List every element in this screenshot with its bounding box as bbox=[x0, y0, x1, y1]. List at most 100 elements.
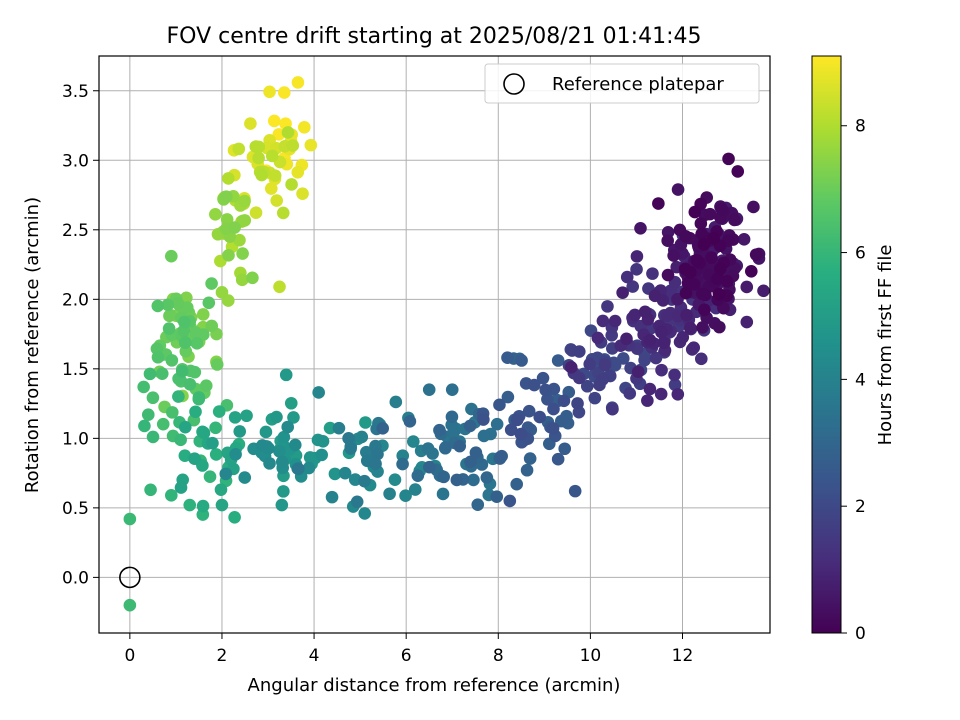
data-point bbox=[123, 598, 137, 612]
data-point bbox=[657, 336, 671, 350]
data-point bbox=[359, 416, 372, 429]
data-point bbox=[178, 420, 192, 434]
data-point bbox=[547, 402, 560, 416]
data-point bbox=[560, 409, 573, 423]
data-point bbox=[477, 413, 490, 426]
y-tick-label: 1.0 bbox=[62, 429, 89, 449]
data-point bbox=[490, 417, 504, 431]
data-point bbox=[445, 383, 459, 396]
data-point bbox=[151, 299, 165, 313]
data-point bbox=[711, 272, 724, 285]
data-point bbox=[558, 442, 572, 456]
data-points bbox=[123, 76, 770, 612]
data-point bbox=[668, 378, 682, 392]
data-point bbox=[197, 426, 211, 440]
data-point bbox=[688, 205, 702, 219]
data-point bbox=[557, 394, 571, 408]
data-point bbox=[188, 365, 202, 379]
data-point bbox=[178, 315, 191, 329]
data-point bbox=[233, 233, 246, 247]
data-point bbox=[654, 387, 668, 401]
data-point bbox=[270, 410, 283, 424]
data-point bbox=[713, 320, 726, 334]
plot-frame bbox=[98, 55, 771, 634]
data-point bbox=[608, 358, 622, 372]
data-point bbox=[181, 301, 194, 314]
y-tick-label: 1.5 bbox=[62, 360, 89, 380]
data-point bbox=[161, 298, 175, 312]
data-point bbox=[439, 441, 452, 454]
data-point bbox=[219, 467, 233, 481]
data-point bbox=[275, 455, 289, 469]
data-point bbox=[238, 194, 251, 208]
data-point bbox=[151, 350, 165, 364]
data-point bbox=[287, 411, 300, 424]
data-point bbox=[678, 262, 692, 276]
data-point bbox=[655, 325, 668, 339]
x-tick-label: 0 bbox=[124, 646, 135, 666]
data-point bbox=[275, 498, 289, 512]
data-point bbox=[222, 249, 235, 262]
data-point bbox=[183, 498, 197, 512]
colorbar-label: Hours from first FF file bbox=[875, 245, 896, 446]
y-axis-ticks: 0.0 0.5 1.0 1.5 2.0 2.5 3.0 3.5 bbox=[62, 82, 99, 588]
data-point bbox=[661, 234, 675, 248]
data-point bbox=[453, 439, 467, 453]
data-point bbox=[616, 286, 629, 299]
data-point bbox=[209, 421, 222, 435]
data-point bbox=[572, 345, 586, 358]
data-point bbox=[596, 314, 610, 328]
data-point bbox=[162, 322, 176, 335]
data-point bbox=[533, 410, 547, 424]
data-point bbox=[747, 200, 760, 214]
data-point bbox=[551, 452, 565, 466]
data-point bbox=[350, 495, 364, 509]
data-point bbox=[183, 377, 197, 391]
data-point bbox=[383, 487, 396, 501]
data-point bbox=[188, 452, 201, 466]
data-point bbox=[536, 371, 550, 385]
data-point bbox=[687, 277, 701, 291]
data-point bbox=[273, 444, 286, 458]
data-point bbox=[450, 473, 464, 487]
data-point bbox=[228, 221, 241, 234]
data-point bbox=[568, 484, 582, 498]
data-point bbox=[707, 232, 720, 245]
data-point bbox=[171, 297, 185, 310]
data-point bbox=[264, 182, 278, 195]
data-point bbox=[503, 494, 517, 508]
data-point bbox=[712, 287, 726, 301]
data-point bbox=[220, 213, 234, 226]
data-point bbox=[197, 328, 210, 341]
data-point bbox=[256, 439, 269, 452]
data-point bbox=[205, 277, 218, 290]
data-point bbox=[205, 319, 219, 333]
colorbar-tick-label: 0 bbox=[855, 624, 866, 644]
data-point bbox=[623, 387, 637, 400]
data-point bbox=[358, 507, 372, 520]
data-point bbox=[325, 490, 339, 504]
data-point bbox=[175, 364, 189, 378]
data-point bbox=[215, 498, 229, 512]
data-point bbox=[286, 139, 300, 152]
data-point bbox=[165, 249, 178, 263]
data-point bbox=[620, 270, 634, 284]
data-point bbox=[437, 470, 450, 484]
data-point bbox=[671, 388, 685, 401]
data-point bbox=[679, 230, 692, 243]
x-axis-ticks: 0 2 4 6 8 10 12 bbox=[124, 633, 693, 666]
colorbar-tick-label: 6 bbox=[855, 244, 866, 264]
data-point bbox=[433, 423, 446, 437]
data-point bbox=[209, 448, 223, 461]
data-point bbox=[358, 474, 371, 488]
legend: Reference platepar bbox=[484, 63, 760, 104]
data-point bbox=[389, 395, 403, 409]
data-point bbox=[291, 76, 305, 89]
data-point bbox=[206, 436, 219, 450]
data-point bbox=[676, 331, 690, 344]
data-point bbox=[315, 448, 328, 462]
y-tick-label: 0.0 bbox=[62, 568, 89, 588]
data-point bbox=[660, 309, 674, 323]
data-point bbox=[422, 460, 436, 474]
